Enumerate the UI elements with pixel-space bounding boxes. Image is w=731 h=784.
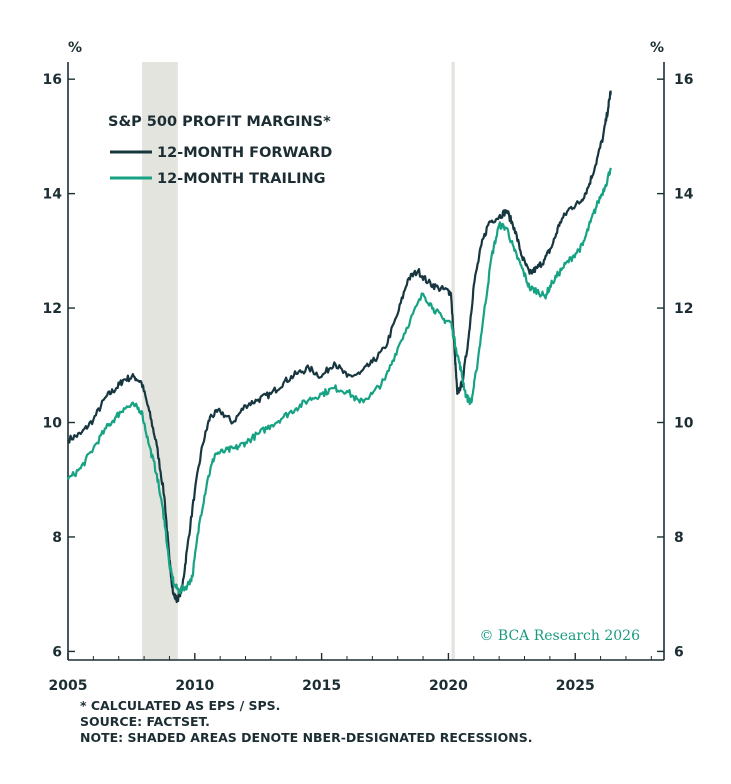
footnote-recessions: NOTE: SHADED AREAS DENOTE NBER-DESIGNATE…: [80, 730, 533, 745]
x-tick-label: 2020: [429, 678, 468, 690]
x-tick-label: 2025: [556, 678, 595, 690]
y-unit-left: %: [68, 40, 82, 56]
series-lines: [66, 90, 612, 604]
footnote-calculation: * CALCULATED AS EPS / SPS.: [80, 698, 281, 713]
copyright-text: © BCA Research 2026: [479, 628, 640, 644]
y-tick-label-right: 16: [674, 72, 693, 88]
recession-band-0: [142, 62, 178, 660]
chart-axes: [67, 62, 665, 661]
footnotes: * CALCULATED AS EPS / SPS. SOURCE: FACTS…: [80, 698, 533, 746]
x-tick-label: 2010: [175, 678, 214, 690]
y-tick-label-left: 14: [43, 187, 63, 203]
y-tick-label-right: 8: [674, 530, 684, 546]
recession-shades: [142, 62, 455, 660]
series-line-forward: [67, 90, 612, 604]
y-tick-label-right: 6: [674, 644, 684, 660]
footnote-source: SOURCE: FACTSET.: [80, 714, 210, 729]
profit-margins-chart: 6 6 8 8 10 10 12 12 14 14 16 16 2005 2010 2015 2020 2025…: [43, 40, 694, 690]
y-tick-label-left: 6: [52, 644, 62, 660]
recession-band-1: [451, 62, 455, 660]
y-tick-label-left: 16: [43, 72, 62, 88]
legend-label-forward: 12-MONTH FORWARD: [157, 145, 332, 161]
y-tick-label-right: 10: [674, 416, 694, 432]
y-tick-label-right: 14: [674, 187, 694, 203]
y-unit-right: %: [650, 40, 664, 56]
y-tick-label-left: 10: [43, 416, 63, 432]
series-line-trailing: [66, 167, 612, 595]
y-tick-label-left: 8: [52, 530, 62, 546]
y-tick-label-left: 12: [43, 301, 62, 317]
x-tick-label: 2015: [302, 678, 341, 690]
tick-labels: 6 6 8 8 10 10 12 12 14 14 16 16 2005 2010 2015 2020 2025: [43, 72, 694, 690]
y-tick-label-right: 12: [674, 301, 693, 317]
legend-label-trailing: 12-MONTH TRAILING: [157, 171, 326, 187]
x-tick-label: 2005: [49, 678, 88, 690]
chart-title: S&P 500 PROFIT MARGINS*: [108, 114, 331, 130]
legend: S&P 500 PROFIT MARGINS* 12-MONTH FORWARD…: [108, 114, 332, 187]
